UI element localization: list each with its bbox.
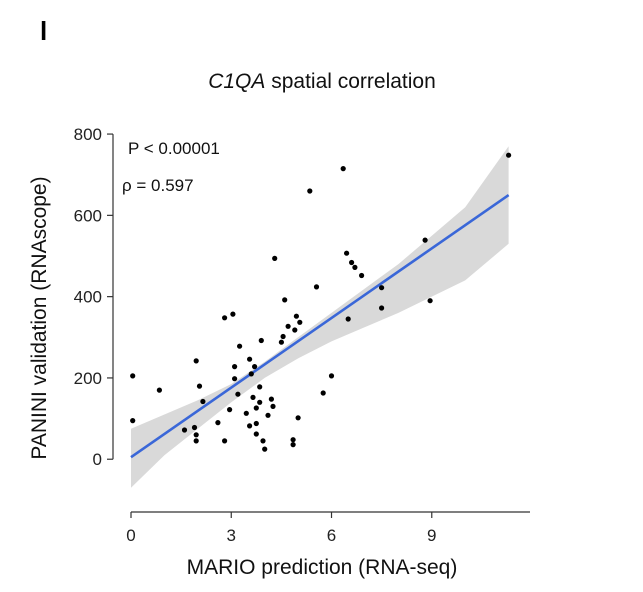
data-point xyxy=(222,315,228,321)
data-point xyxy=(278,339,284,345)
data-point xyxy=(230,311,236,317)
data-point xyxy=(295,415,301,421)
data-point xyxy=(181,427,188,433)
chart-title-rest: spatial correlation xyxy=(265,70,435,93)
axes-layer: 0 200 400 600 800 0 3 6 9 xyxy=(74,125,530,545)
data-point xyxy=(427,298,433,304)
data-point xyxy=(227,407,233,413)
regression-line xyxy=(130,193,510,459)
data-point xyxy=(260,438,266,444)
data-point xyxy=(247,356,253,362)
data-point xyxy=(156,387,162,393)
data-point xyxy=(130,418,136,424)
data-point xyxy=(293,313,299,319)
data-point xyxy=(248,371,254,377)
data-point xyxy=(250,394,256,400)
x-tick-label: 0 xyxy=(126,526,135,545)
data-point xyxy=(252,364,258,370)
data-point xyxy=(352,264,358,270)
chart-title: C1QA spatial correlation xyxy=(208,70,436,93)
data-point xyxy=(379,305,385,311)
data-point xyxy=(253,431,259,437)
data-point xyxy=(257,384,263,390)
data-point xyxy=(285,323,291,329)
data-point xyxy=(506,152,512,158)
data-point xyxy=(265,412,271,418)
data-points-layer xyxy=(130,152,512,452)
data-point xyxy=(345,316,351,322)
data-point xyxy=(344,250,350,256)
data-point xyxy=(237,343,243,349)
x-axis-label: MARIO prediction (RNA-seq) xyxy=(187,556,458,579)
y-axis-label: PANINI validation (RNAscope) xyxy=(28,176,51,459)
data-point xyxy=(222,438,228,444)
data-point xyxy=(193,432,199,438)
panel-label: l xyxy=(40,16,47,46)
data-point xyxy=(130,373,136,379)
data-point xyxy=(258,337,264,344)
data-point xyxy=(290,437,296,443)
data-point xyxy=(272,255,278,261)
data-point xyxy=(247,423,253,429)
data-point xyxy=(359,272,365,279)
data-point xyxy=(257,399,263,405)
data-point xyxy=(282,297,288,303)
confidence-band xyxy=(131,146,509,488)
data-point xyxy=(307,188,313,194)
data-point xyxy=(253,420,259,427)
y-tick-label: 200 xyxy=(74,369,102,388)
rho-annotation: ρ = 0.597 xyxy=(122,176,194,195)
data-point xyxy=(297,319,303,325)
data-point xyxy=(379,285,385,291)
data-point xyxy=(270,403,276,409)
data-point xyxy=(253,405,259,411)
data-point xyxy=(200,398,206,405)
data-point xyxy=(215,420,221,426)
y-tick-label: 400 xyxy=(74,288,102,307)
y-tick-label: 0 xyxy=(93,450,102,469)
data-point xyxy=(196,383,203,389)
data-point xyxy=(193,358,199,364)
data-point xyxy=(340,166,346,172)
x-tick-label: 9 xyxy=(427,526,436,545)
data-point xyxy=(268,396,274,402)
data-point xyxy=(280,333,286,340)
data-point xyxy=(191,424,198,431)
x-tick-label: 3 xyxy=(227,526,236,545)
chart-title-gene: C1QA xyxy=(208,70,265,93)
data-point xyxy=(243,410,249,416)
data-point xyxy=(313,284,320,290)
p-value-annotation: P < 0.00001 xyxy=(128,139,220,158)
data-point xyxy=(349,259,355,266)
data-point xyxy=(193,438,199,444)
data-point xyxy=(422,237,428,243)
fit-line-layer xyxy=(130,193,510,459)
data-point xyxy=(232,364,238,370)
x-tick-label: 6 xyxy=(327,526,336,545)
data-point xyxy=(232,376,238,382)
data-point xyxy=(235,391,241,397)
y-tick-label: 800 xyxy=(74,125,102,144)
data-point xyxy=(328,373,335,379)
y-tick-label: 600 xyxy=(74,206,102,225)
data-point xyxy=(262,446,268,452)
data-point xyxy=(290,442,296,448)
data-point xyxy=(320,390,326,396)
data-point xyxy=(292,327,298,333)
confidence-band-layer xyxy=(131,146,509,488)
